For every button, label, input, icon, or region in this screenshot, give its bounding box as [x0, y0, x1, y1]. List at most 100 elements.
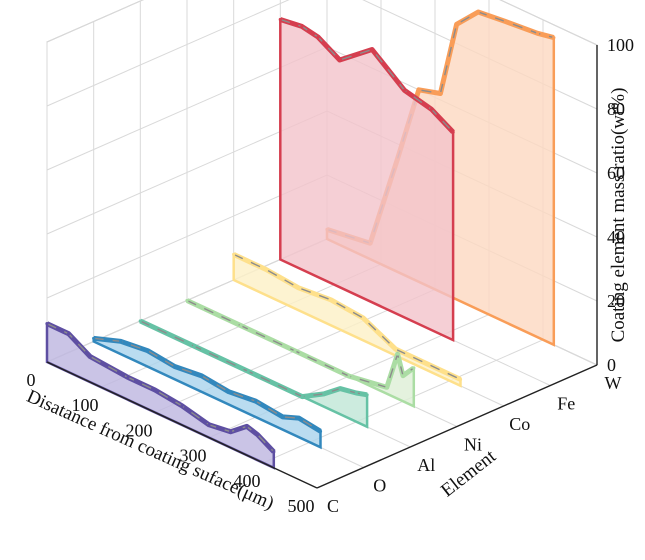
data-point	[347, 374, 351, 378]
data-point	[246, 369, 250, 373]
axis-lines	[46, 45, 598, 489]
element-tick-label: Fe	[557, 394, 575, 414]
z-tick-label: 100	[607, 35, 634, 55]
x-tick-label: 0	[27, 370, 36, 390]
data-point	[264, 267, 268, 272]
element-tick-label: C	[327, 496, 339, 516]
data-point	[173, 364, 177, 369]
series-fe	[278, 17, 455, 343]
data-point	[412, 366, 416, 370]
data-point	[438, 91, 442, 96]
series-line-shade	[93, 337, 321, 432]
series-layer	[45, 9, 556, 470]
x-tick-label: 400	[234, 471, 261, 491]
series-c	[45, 321, 276, 470]
data-point	[361, 316, 365, 320]
data-point	[45, 322, 49, 326]
data-point	[370, 47, 374, 52]
data-point	[338, 58, 342, 62]
data-point	[401, 374, 405, 378]
data-point	[316, 35, 320, 39]
z-tick-label: 40	[607, 227, 625, 247]
data-point	[126, 375, 130, 379]
data-point	[297, 416, 301, 420]
data-point	[153, 388, 157, 392]
data-point	[552, 36, 556, 40]
data-point	[239, 324, 243, 328]
data-point	[365, 393, 369, 397]
data-point	[476, 10, 480, 14]
data-point	[426, 362, 430, 366]
data-point	[385, 385, 389, 389]
series-line-shade	[186, 299, 415, 389]
series-ni	[185, 298, 416, 409]
series-line-shade	[326, 11, 554, 245]
series-edge	[232, 254, 462, 388]
data-point	[254, 399, 258, 403]
data-point	[329, 298, 333, 302]
data-point	[429, 107, 434, 111]
grid-line-z	[46, 0, 598, 46]
x-tick-label: 200	[126, 420, 153, 440]
series-area	[233, 254, 461, 386]
data-point	[92, 336, 96, 340]
data-point	[338, 387, 342, 391]
data-point	[300, 395, 304, 399]
z-tick-label: 60	[607, 163, 625, 183]
z-axis-label: Coating element mass ratio(wt%)	[608, 88, 629, 343]
z-tick-label: 20	[607, 291, 625, 311]
data-point	[67, 332, 71, 336]
data-point	[458, 377, 463, 381]
x-tick-label: 300	[180, 446, 207, 466]
data-point	[318, 429, 323, 433]
x-axis-line	[46, 361, 318, 489]
data-point	[207, 423, 211, 427]
series-al	[138, 318, 369, 429]
data-point	[272, 450, 276, 454]
data-point	[180, 404, 184, 408]
data-point	[278, 17, 282, 22]
element-tick-label: O	[373, 476, 386, 496]
data-point	[138, 319, 142, 323]
z-tick-label: 0	[607, 355, 616, 375]
data-point	[256, 433, 260, 437]
data-point	[229, 430, 233, 434]
series-o	[92, 335, 323, 450]
data-point	[451, 130, 455, 134]
data-point	[185, 298, 189, 303]
series-line-shade	[140, 320, 368, 398]
data-point	[245, 424, 249, 428]
element-tick-label: W	[605, 373, 622, 393]
element-tick-label: Co	[509, 414, 530, 434]
data-point	[232, 252, 236, 256]
data-point	[192, 344, 196, 348]
data-point	[503, 19, 507, 23]
data-point	[227, 390, 231, 394]
element-tick-label: Ni	[464, 435, 482, 455]
data-point	[281, 415, 285, 419]
data-point	[396, 352, 400, 356]
series-edge	[279, 19, 455, 343]
z-tick-label: 80	[607, 99, 625, 119]
series-area	[280, 19, 454, 341]
series-line-shade	[233, 253, 461, 381]
data-point	[200, 374, 204, 378]
data-point	[119, 339, 123, 343]
data-point	[354, 391, 358, 395]
data-point	[322, 392, 326, 396]
data-point	[394, 347, 398, 351]
data-point	[536, 31, 540, 35]
data-point	[455, 22, 459, 26]
series-co	[232, 252, 463, 388]
element-tick-label: Al	[417, 455, 435, 475]
data-point	[402, 88, 407, 92]
x-tick-label: 100	[72, 395, 99, 415]
data-point	[146, 349, 150, 353]
x-tick-label: 500	[288, 496, 315, 516]
data-point	[296, 286, 301, 290]
data-point	[293, 349, 297, 353]
element-axis-line	[316, 364, 598, 489]
